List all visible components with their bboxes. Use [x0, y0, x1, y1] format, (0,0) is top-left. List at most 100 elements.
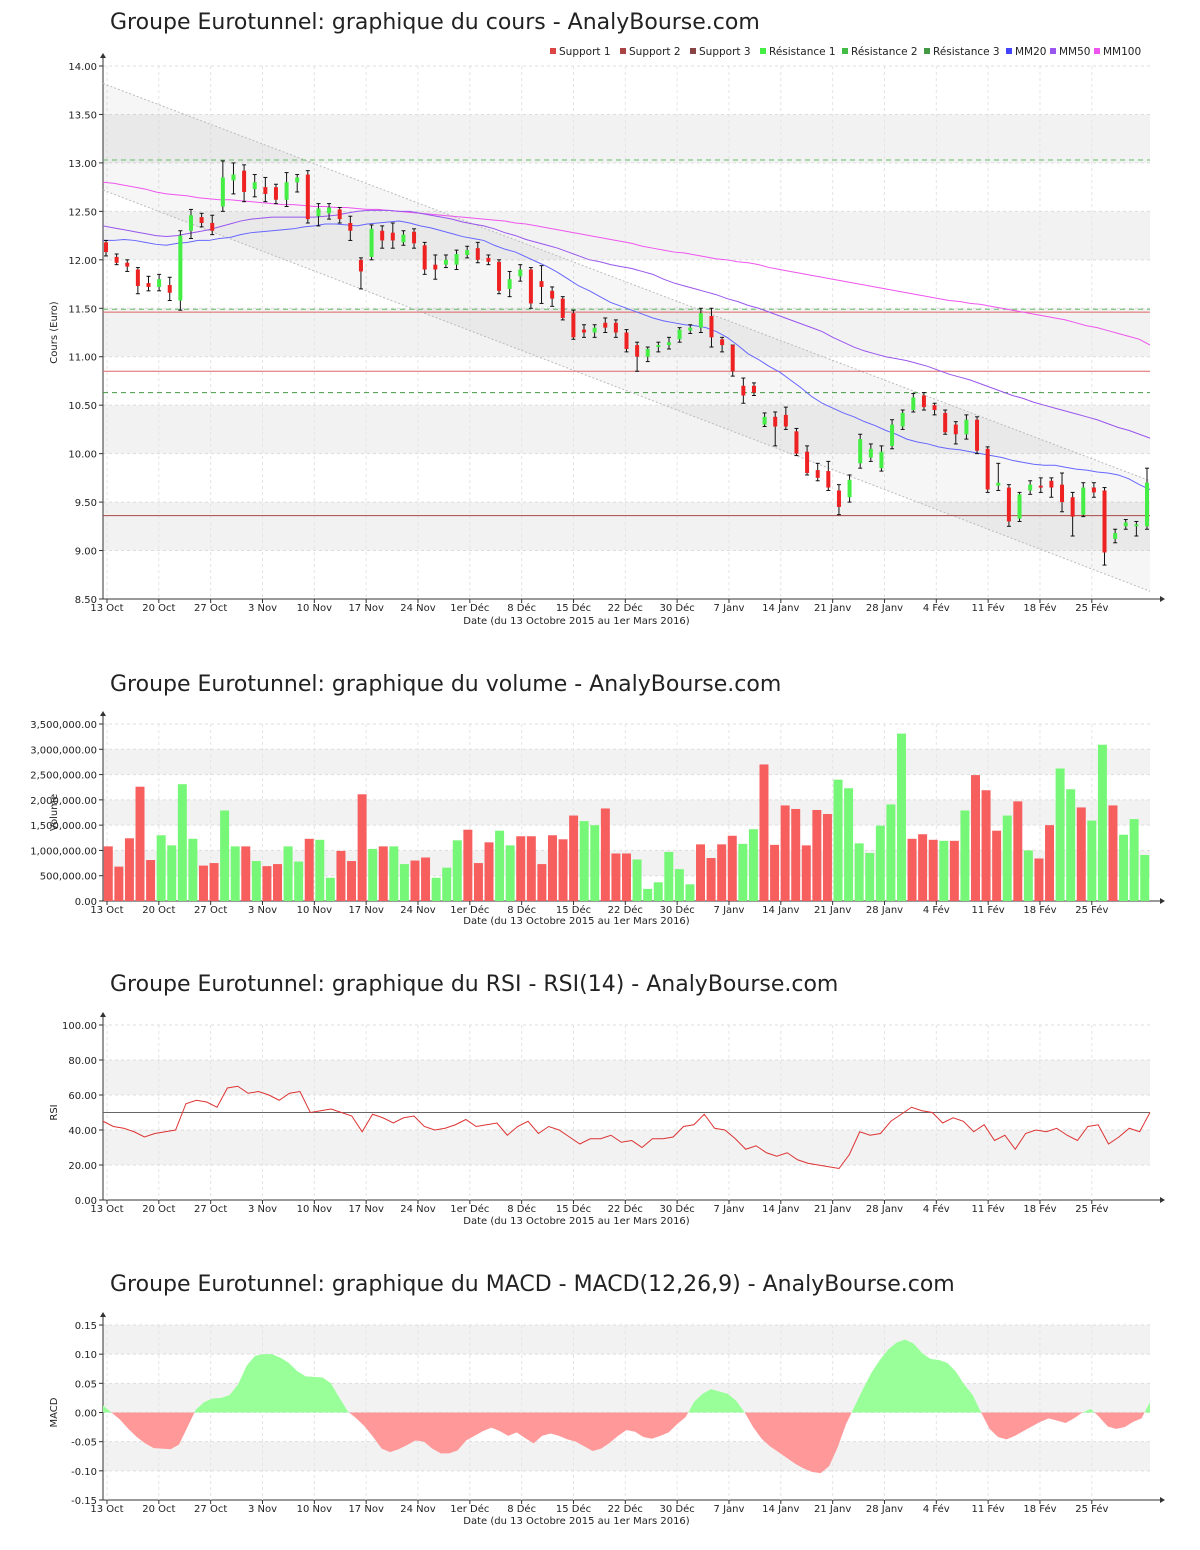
- volume-bar: [368, 848, 378, 901]
- rsi-chart-title: Groupe Eurotunnel: graphique du RSI - RS…: [110, 972, 839, 997]
- rsi-chart: 0.00 20.00 40.00 60.00 80.00 100.00 13 Oct 20 O…: [49, 1012, 1165, 1227]
- candle-body: [465, 250, 470, 255]
- volume-bar: [981, 790, 991, 901]
- legend-swatch: [620, 48, 626, 54]
- volume-bar: [907, 838, 917, 901]
- x-tick-label: 21 Janv: [814, 905, 851, 916]
- y-axis-label: MACD: [49, 1397, 60, 1427]
- macd-positive-area: [851, 1339, 982, 1413]
- y-tick-label: 12.50: [68, 207, 97, 218]
- y-tick-label: 1,500,000.00: [30, 821, 97, 832]
- volume-bar: [135, 786, 145, 901]
- y-tick-label: 40.00: [68, 1126, 97, 1137]
- y-tick-label: 0.05: [75, 1379, 97, 1390]
- x-tick-label: 30 Déc: [660, 602, 695, 614]
- volume-bar: [431, 877, 441, 901]
- volume-bar: [156, 835, 166, 901]
- legend-label: MM20: [1015, 46, 1046, 58]
- volume-bar: [1108, 805, 1118, 901]
- y-tick-label: -0.05: [71, 1438, 97, 1449]
- background-band: [103, 502, 1150, 551]
- y-tick-label: 0.15: [75, 1321, 97, 1332]
- y-tick-label: 3,000,000.00: [30, 745, 97, 756]
- volume-bar: [1129, 819, 1139, 901]
- candle-body: [1145, 482, 1149, 527]
- candle-body: [412, 231, 417, 244]
- volume-bar: [833, 779, 843, 901]
- x-tick-label: 17 Nov: [348, 603, 384, 614]
- x-tick-label: 24 Nov: [400, 603, 436, 614]
- candle-body: [613, 322, 618, 333]
- y-tick-label: -0.10: [71, 1467, 97, 1478]
- candle-body: [890, 424, 895, 446]
- volume-bar: [748, 829, 758, 901]
- y-tick-label: 13.50: [68, 110, 97, 121]
- candle-body: [560, 298, 565, 318]
- background-band: [103, 1130, 1150, 1165]
- x-tick-label: 18 Fév: [1023, 1203, 1056, 1215]
- volume-bar: [526, 836, 536, 901]
- x-tick-label: 8 Déc: [507, 1203, 536, 1215]
- candle-body: [497, 261, 502, 291]
- y-tick-label: 14.00: [68, 62, 97, 73]
- volume-bar: [558, 839, 568, 901]
- x-tick-label: 3 Nov: [248, 1504, 277, 1515]
- x-tick-label: 7 Janv: [714, 905, 745, 916]
- x-tick-label: 8 Déc: [507, 904, 536, 916]
- candle-body: [858, 439, 863, 464]
- volume-bar: [537, 864, 547, 901]
- volume-bar: [505, 845, 515, 901]
- volume-bar: [738, 843, 748, 901]
- x-tick-label: 18 Fév: [1023, 602, 1056, 614]
- candle-body: [104, 242, 108, 253]
- x-tick-label: 17 Nov: [348, 905, 384, 916]
- candle-body: [199, 217, 204, 223]
- volume-bar: [960, 810, 970, 901]
- candle-body: [645, 348, 650, 357]
- rsi-line: [102, 1085, 1151, 1170]
- volume-bar: [124, 838, 134, 901]
- volume-bar: [167, 845, 177, 901]
- x-tick-label: 27 Oct: [194, 1504, 227, 1515]
- x-tick-label: 30 Déc: [660, 1503, 695, 1515]
- x-tick-label: 7 Janv: [714, 603, 745, 614]
- x-tick-label: 28 Janv: [866, 603, 903, 614]
- price-chart: 8.50 9.00 9.50 10.00 10.50 11.00 11.50 12.00 12.…: [49, 46, 1165, 627]
- volume-bar: [209, 863, 219, 901]
- legend-swatch: [760, 48, 766, 54]
- legend-swatch: [550, 48, 556, 54]
- x-tick-label: 11 Fév: [972, 904, 1005, 916]
- candle-body: [327, 207, 332, 214]
- candle-body: [295, 177, 300, 183]
- candle-body: [666, 342, 671, 346]
- y-axis-arrow: [100, 1312, 106, 1317]
- volume-bar: [801, 845, 811, 901]
- x-tick-label: 27 Oct: [194, 603, 227, 614]
- macd-negative-area: [744, 1412, 852, 1474]
- candle-body: [337, 209, 342, 220]
- x-tick-label: 25 Fév: [1075, 1203, 1108, 1215]
- x-tick-label: 22 Déc: [608, 1503, 643, 1515]
- candle-body: [677, 329, 682, 340]
- x-tick-label: 27 Oct: [194, 1204, 227, 1215]
- candle-body: [1070, 497, 1075, 517]
- y-axis-label: Cours (Euro): [49, 301, 60, 364]
- candle-body: [879, 451, 884, 469]
- y-tick-label: 60.00: [68, 1091, 97, 1102]
- x-tick-label: 11 Fév: [972, 1203, 1005, 1215]
- volume-bar: [1066, 789, 1076, 901]
- volume-bar: [294, 861, 304, 901]
- x-tick-label: 7 Janv: [714, 1504, 745, 1515]
- macd-positive-area: [1082, 1409, 1095, 1413]
- y-axis-arrow: [100, 1012, 106, 1017]
- x-tick-label: 3 Nov: [248, 905, 277, 916]
- x-tick-label: 17 Nov: [348, 1504, 384, 1515]
- volume-bar: [230, 846, 240, 901]
- volume-bar: [865, 852, 875, 901]
- x-tick-label: 1er Déc: [450, 1203, 489, 1215]
- legend-label: Support 2: [629, 46, 681, 58]
- x-tick-label: 3 Nov: [248, 1204, 277, 1215]
- candle-body: [125, 262, 130, 267]
- x-tick-label: 15 Déc: [556, 904, 591, 916]
- background-band: [103, 1441, 1150, 1471]
